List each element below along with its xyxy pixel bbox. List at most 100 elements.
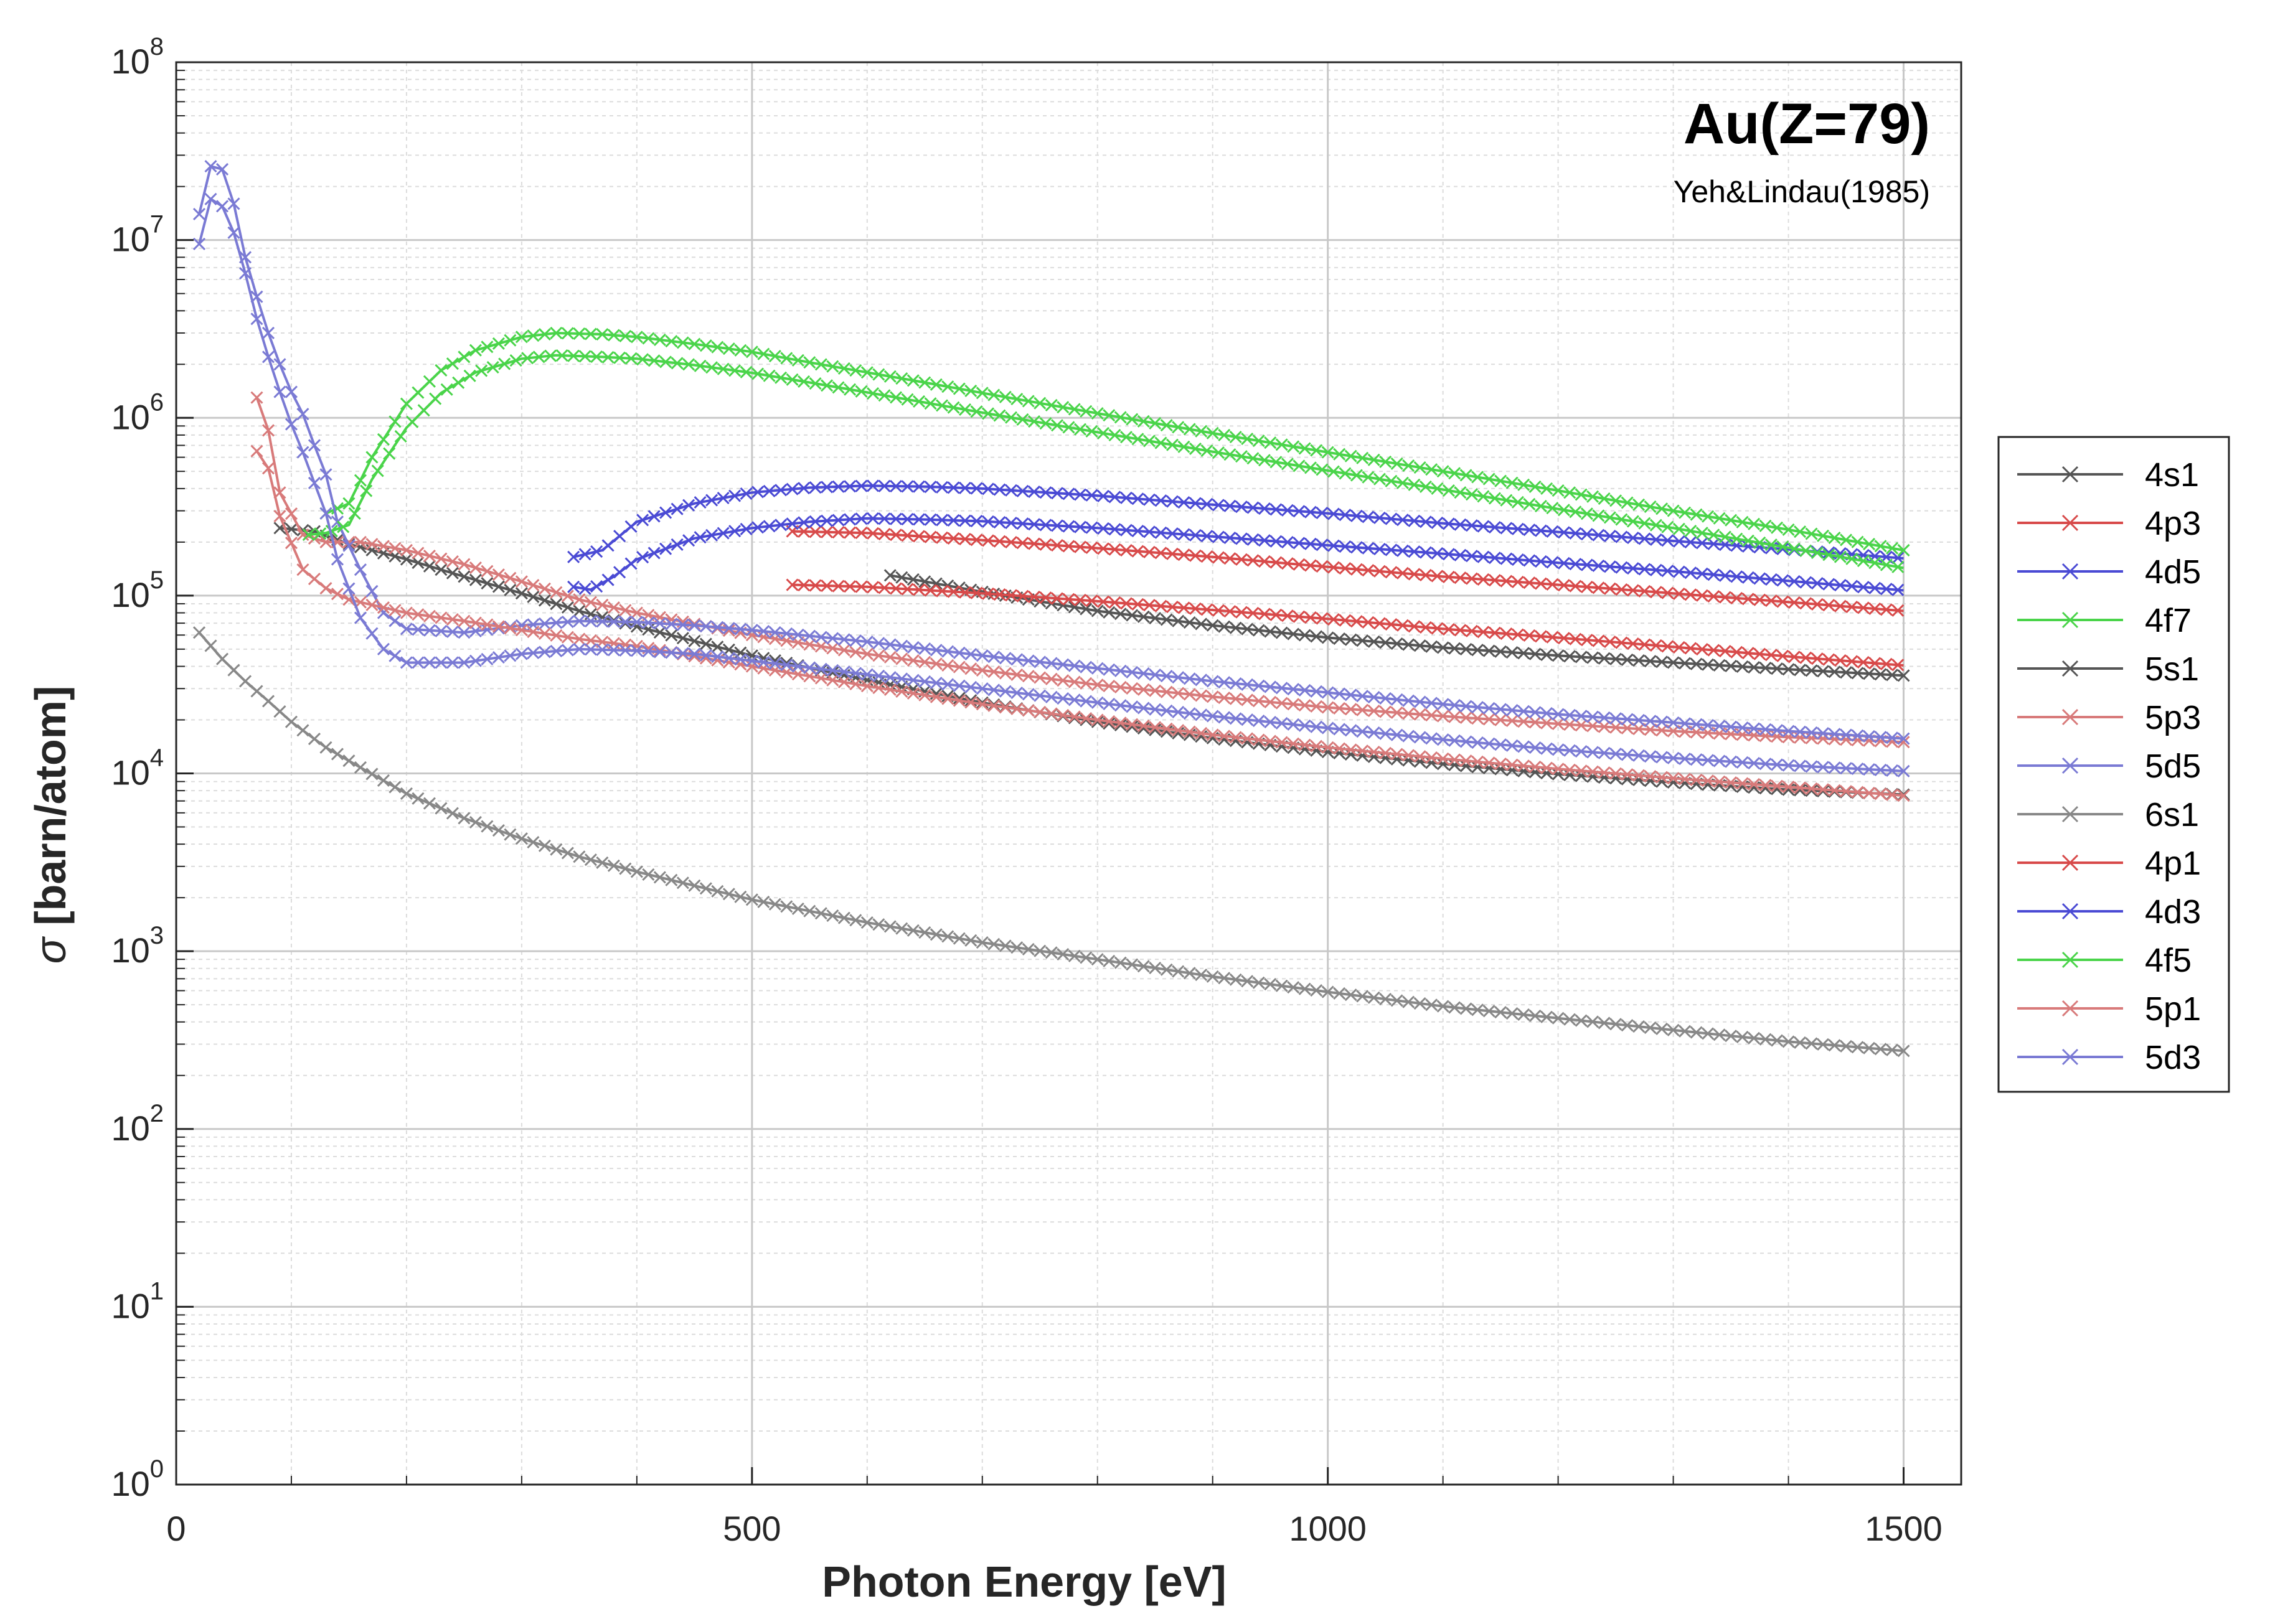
marker-6s1 bbox=[987, 937, 1001, 950]
marker-5p3 bbox=[1264, 695, 1277, 708]
marker-6s1 bbox=[1494, 1006, 1507, 1019]
marker-5d5 bbox=[1321, 686, 1334, 699]
marker-4s1 bbox=[1080, 603, 1093, 616]
marker-6s1 bbox=[1770, 1034, 1784, 1047]
marker-4d3 bbox=[578, 582, 591, 595]
marker-4d5 bbox=[1166, 495, 1179, 508]
marker-4d5 bbox=[889, 480, 903, 493]
marker-4f7 bbox=[895, 372, 908, 385]
marker-5d3 bbox=[1333, 723, 1346, 736]
marker-4d5 bbox=[751, 486, 765, 499]
marker-4p1 bbox=[1730, 645, 1743, 659]
marker-4p1 bbox=[1822, 653, 1835, 666]
marker-5d5 bbox=[1172, 671, 1185, 684]
marker-4f7 bbox=[941, 380, 954, 393]
marker-5d3 bbox=[653, 645, 666, 659]
marker-4f7 bbox=[987, 388, 1001, 401]
marker-4s1 bbox=[1287, 627, 1300, 641]
marker-4s1 bbox=[1390, 637, 1403, 650]
marker-5p1 bbox=[918, 688, 931, 702]
marker-4d3 bbox=[786, 517, 799, 530]
marker-6s1 bbox=[400, 787, 413, 800]
marker-6s1 bbox=[999, 939, 1012, 952]
marker-6s1 bbox=[584, 853, 597, 866]
marker-4f7 bbox=[550, 326, 563, 340]
marker-4d3 bbox=[1316, 538, 1329, 552]
marker-4f5 bbox=[1523, 497, 1536, 510]
marker-5p1 bbox=[1333, 742, 1346, 755]
series-line-4p3 bbox=[792, 530, 1904, 613]
marker-5d3 bbox=[1702, 754, 1715, 767]
marker-4d3 bbox=[947, 514, 960, 527]
marker-5p1 bbox=[1137, 719, 1150, 733]
marker-4f7 bbox=[1091, 406, 1104, 420]
marker-5d3 bbox=[342, 582, 356, 595]
marker-4f7 bbox=[1172, 421, 1185, 434]
marker-4d5 bbox=[1419, 515, 1432, 528]
marker-4d5 bbox=[648, 510, 661, 523]
marker-5d5 bbox=[1413, 695, 1426, 708]
marker-4s1 bbox=[1367, 635, 1380, 648]
marker-6s1 bbox=[619, 862, 632, 875]
marker-4s1 bbox=[1149, 612, 1162, 625]
marker-5d3 bbox=[1137, 702, 1150, 715]
marker-5d5 bbox=[1759, 723, 1772, 736]
marker-5p3 bbox=[596, 598, 609, 611]
marker-5p1 bbox=[1851, 786, 1864, 799]
marker-6s1 bbox=[1045, 946, 1058, 959]
marker-5d5 bbox=[1540, 706, 1553, 720]
marker-5d5 bbox=[803, 629, 816, 642]
marker-5d3 bbox=[400, 656, 413, 669]
marker-4f7 bbox=[791, 354, 804, 367]
marker-6s1 bbox=[1218, 972, 1231, 985]
marker-5p3 bbox=[872, 649, 885, 662]
marker-6s1 bbox=[1552, 1011, 1565, 1025]
marker-4s1 bbox=[1333, 632, 1346, 645]
marker-4p1 bbox=[1603, 636, 1616, 649]
marker-5p3 bbox=[619, 604, 632, 617]
marker-4p3 bbox=[1304, 559, 1317, 572]
marker-4p3 bbox=[1050, 539, 1064, 552]
marker-5d3 bbox=[215, 200, 229, 213]
marker-4f5 bbox=[1741, 534, 1754, 547]
marker-6s1 bbox=[860, 916, 874, 929]
marker-4s1 bbox=[883, 569, 897, 582]
marker-5p3 bbox=[1218, 691, 1231, 705]
marker-6s1 bbox=[1632, 1020, 1646, 1033]
legend-marker bbox=[2061, 757, 2079, 774]
marker-6s1 bbox=[1206, 970, 1219, 983]
marker-4p3 bbox=[1419, 568, 1432, 581]
marker-4d3 bbox=[912, 513, 926, 526]
marker-5d5 bbox=[699, 620, 712, 633]
marker-4p3 bbox=[1603, 582, 1616, 595]
marker-4f5 bbox=[705, 361, 718, 374]
marker-5d5 bbox=[1644, 715, 1657, 728]
marker-4f7 bbox=[849, 364, 862, 377]
marker-5d3 bbox=[1252, 715, 1265, 728]
marker-5d5 bbox=[412, 623, 425, 636]
marker-5d5 bbox=[1068, 659, 1081, 672]
marker-4p1 bbox=[1557, 632, 1570, 645]
marker-6s1 bbox=[296, 724, 309, 737]
marker-4d5 bbox=[1154, 494, 1167, 507]
marker-4f7 bbox=[1759, 519, 1772, 532]
marker-5p1 bbox=[1080, 711, 1093, 725]
marker-6s1 bbox=[1621, 1019, 1634, 1032]
series-line-4f7 bbox=[325, 331, 1904, 552]
marker-4p3 bbox=[1638, 584, 1651, 598]
marker-4p3 bbox=[1787, 596, 1801, 609]
marker-4f7 bbox=[642, 332, 655, 345]
marker-4f5 bbox=[1534, 499, 1547, 513]
marker-5d5 bbox=[1494, 703, 1507, 716]
series-layer bbox=[192, 160, 1910, 1058]
marker-4s1 bbox=[1598, 652, 1611, 665]
marker-4p1 bbox=[1200, 603, 1213, 616]
marker-5d5 bbox=[1160, 670, 1173, 683]
marker-5p3 bbox=[1160, 685, 1173, 698]
marker-6s1 bbox=[1644, 1021, 1657, 1035]
marker-5s1 bbox=[860, 674, 874, 687]
marker-4f5 bbox=[1511, 495, 1524, 509]
marker-6s1 bbox=[1747, 1031, 1761, 1044]
marker-5p3 bbox=[435, 552, 448, 565]
marker-4s1 bbox=[1482, 644, 1495, 657]
